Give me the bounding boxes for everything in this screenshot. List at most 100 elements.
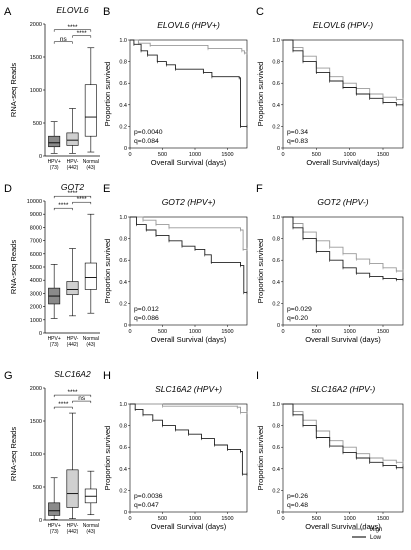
y-tick-label: 1.0 — [272, 38, 280, 44]
y-tick-label: 0.2 — [119, 301, 127, 307]
y-tick-label: 0.4 — [272, 103, 280, 109]
y-tick-label: 4000 — [30, 278, 42, 284]
y-tick-label: 1000 — [30, 318, 42, 324]
y-tick-label: 0.6 — [272, 81, 280, 87]
category-count: (73) — [50, 342, 59, 348]
q-value: q=0.83 — [287, 138, 308, 145]
box — [48, 135, 61, 148]
y-tick-label: 3000 — [30, 291, 42, 297]
y-tick-label: 0.6 — [272, 445, 280, 451]
y-axis-label: RNA-seq Reads — [9, 427, 18, 481]
significance-label: **** — [67, 389, 78, 396]
panel-title: SLC16A2 — [54, 369, 91, 379]
significance-label: **** — [58, 202, 69, 209]
x-tick-label: 1000 — [189, 152, 201, 158]
category-count: (73) — [50, 529, 59, 535]
p-value: p=0.0036 — [134, 493, 163, 500]
x-tick-label: 500 — [312, 329, 321, 335]
y-tick-label: 0.2 — [272, 301, 280, 307]
panel-title: SLC16A2 (HPV+) — [155, 384, 222, 394]
panel-title: ELOVL6 — [56, 5, 88, 15]
q-value: q=0.20 — [287, 315, 308, 322]
y-axis-label: RNA-seq Reads — [9, 240, 18, 294]
x-tick-label: 1000 — [344, 152, 356, 158]
p-value: p=0.34 — [287, 129, 308, 136]
panel-letter: D — [4, 183, 12, 195]
category-count: (73) — [50, 165, 59, 171]
y-tick-label: 0.8 — [119, 424, 127, 430]
survival-curve-high — [283, 39, 403, 100]
plot-frame — [129, 216, 248, 326]
panel-letter: A — [4, 6, 12, 18]
significance-bracket — [72, 400, 92, 404]
box — [66, 132, 79, 146]
y-tick-label: 0 — [277, 510, 280, 516]
km-panel-b: B ELOVL6 (HPV+) 0 0.2 0.4 0.6 0.8 1.0 0 500 1000 15… — [103, 6, 248, 167]
category-count: (43) — [86, 165, 95, 171]
km-panel-e: E GOT2 (HPV+) 0 0.2 0.4 0.6 0.8 1.0 0 500 1000 1500… — [103, 183, 248, 344]
category-label: HPV- — [67, 336, 79, 342]
category-label: Normal — [83, 336, 99, 342]
p-value: p=0.029 — [287, 306, 312, 313]
panel-title: GOT2 (HPV-) — [317, 197, 368, 207]
significance-bracket — [53, 41, 73, 44]
y-tick-label: 0.4 — [119, 103, 127, 109]
x-tick-label: 1000 — [344, 329, 356, 335]
category-count: (43) — [86, 342, 95, 348]
plot-frame — [129, 39, 248, 149]
box-panel-d: D GOT2 0 1000 2000 3000 4000 5000 6000 7000 8000 90… — [4, 182, 100, 348]
category-label: Normal — [83, 159, 99, 165]
x-tick-label: 1000 — [189, 516, 201, 522]
significance-bracket — [72, 201, 92, 205]
panel-title: GOT2 — [61, 182, 84, 192]
y-tick-label: 1.0 — [119, 215, 127, 221]
survival-curve-high — [130, 403, 247, 414]
x-axis-label: Overall Survival (days) — [305, 522, 381, 531]
y-tick-label: 0.8 — [272, 424, 280, 430]
y-tick-label: 0 — [39, 331, 42, 337]
significance-label: ns — [60, 36, 68, 43]
x-axis-label: Overall Survival (days) — [151, 335, 227, 344]
y-tick-label: 6000 — [30, 252, 42, 258]
box-panel-g: G SLC16A2 0 500 1000 1500 2000 RNA-seq Reads HPV… — [4, 369, 100, 535]
box-panel-a: A ELOVL6 0 500 1000 1500 2000 RNA-seq Reads HPV+… — [4, 5, 100, 171]
y-tick-label: 0 — [124, 146, 127, 152]
category-label: HPV+ — [48, 159, 61, 165]
survival-curve-high — [130, 216, 247, 250]
category-label: HPV- — [67, 159, 79, 165]
y-axis-label: Proportion survived — [103, 62, 112, 127]
x-tick-label: 1500 — [221, 152, 233, 158]
y-tick-label: 0.8 — [119, 60, 127, 66]
y-tick-label: 1.0 — [119, 402, 127, 408]
x-tick-label: 500 — [312, 152, 321, 158]
y-tick-label: 1500 — [30, 419, 42, 425]
y-tick-label: 0.2 — [272, 124, 280, 130]
y-tick-label: 0.4 — [272, 280, 280, 286]
y-tick-label: 0.4 — [119, 280, 127, 286]
survival-curve-low — [130, 216, 247, 294]
panel-letter: H — [103, 370, 111, 382]
y-tick-label: 0 — [277, 146, 280, 152]
y-axis-label: RNA-seq Reads — [9, 63, 18, 117]
y-tick-label: 5000 — [30, 265, 42, 271]
y-tick-label: 1000 — [30, 88, 42, 94]
significance-bracket — [53, 406, 73, 410]
survival-curve-low — [130, 403, 247, 475]
km-panel-h: H SLC16A2 (HPV+) 0 0.2 0.4 0.6 0.8 1.0 0 500 1000 1… — [103, 370, 248, 531]
y-axis-label: Proportion survived — [256, 239, 265, 304]
x-tick-label: 0 — [281, 516, 284, 522]
x-tick-label: 500 — [158, 516, 167, 522]
km-panel-f: F GOT2 (HPV-) 0 0.2 0.4 0.6 0.8 1.0 0 500 1000 1500… — [256, 183, 404, 344]
x-tick-label: 500 — [312, 516, 321, 522]
panel-title: ELOVL6 (HPV-) — [313, 20, 373, 30]
category-label: HPV+ — [48, 523, 61, 529]
x-tick-label: 0 — [128, 329, 131, 335]
legend-label: Low — [370, 535, 382, 541]
box — [84, 262, 97, 290]
p-value: p=0.012 — [134, 306, 159, 313]
x-axis-label: Overall Survival(days) — [306, 158, 380, 167]
y-tick-label: 1000 — [30, 452, 42, 458]
significance-label: **** — [67, 24, 78, 31]
y-tick-label: 0.4 — [119, 467, 127, 473]
x-tick-label: 1000 — [344, 516, 356, 522]
